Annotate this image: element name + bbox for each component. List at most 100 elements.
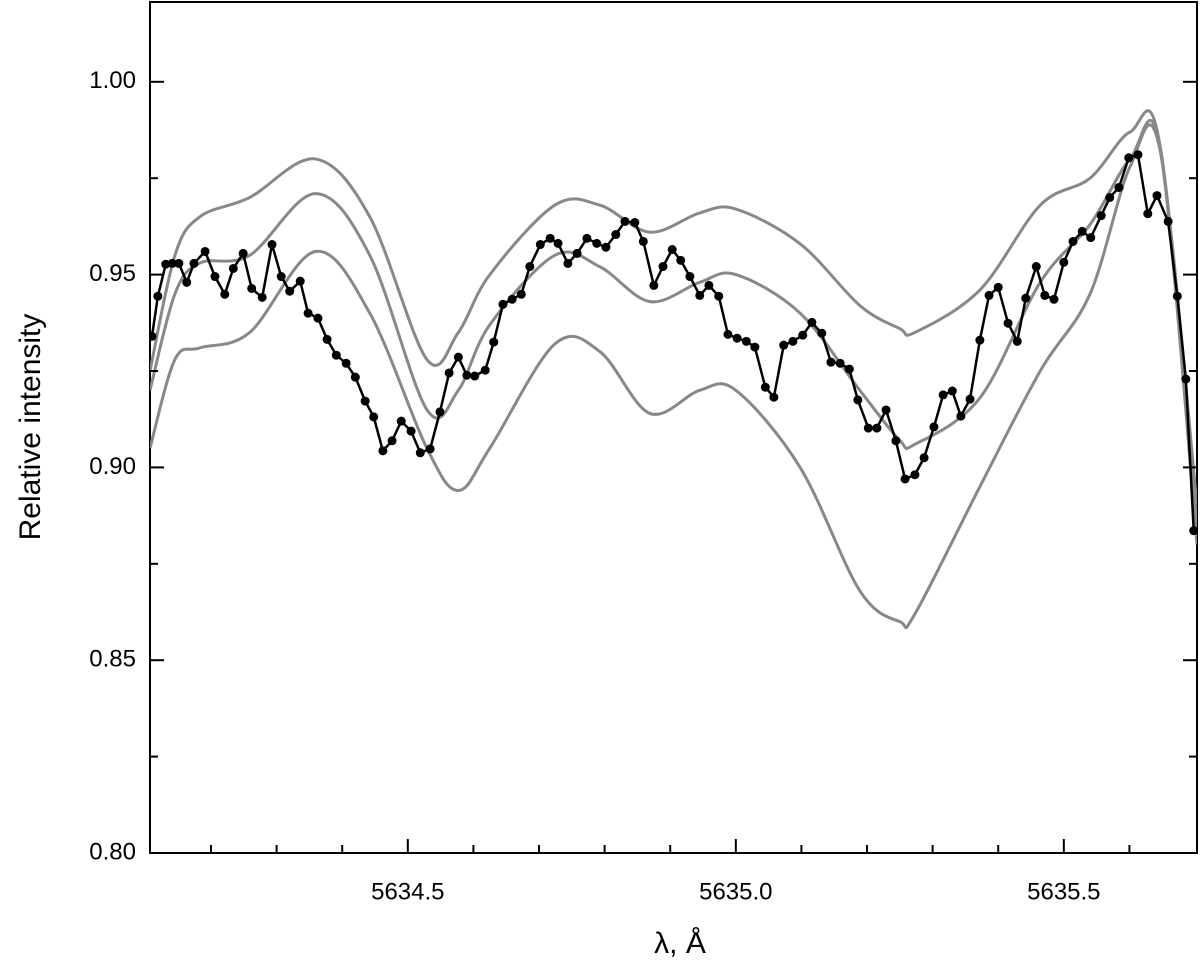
- x-tick-label: 5635.0: [699, 878, 772, 905]
- data-point: [611, 230, 621, 240]
- data-point: [844, 364, 854, 374]
- data-point: [1086, 233, 1096, 243]
- data-point: [649, 280, 659, 290]
- data-point: [507, 294, 517, 304]
- data-point: [553, 238, 563, 248]
- data-point: [1189, 526, 1197, 536]
- data-point: [247, 283, 257, 293]
- data-point: [1181, 374, 1191, 384]
- data-point: [798, 330, 808, 340]
- data-point: [1068, 236, 1078, 246]
- data-point: [723, 329, 733, 339]
- data-point: [200, 246, 210, 256]
- y-axis-label: Relative intensity: [14, 314, 47, 541]
- data-point: [425, 444, 435, 454]
- data-point: [444, 368, 454, 378]
- data-point: [863, 423, 873, 433]
- y-tick-label: 1.00: [89, 67, 136, 94]
- data-point: [1021, 293, 1031, 303]
- data-point: [435, 407, 445, 417]
- data-point: [1012, 336, 1022, 346]
- data-point: [453, 352, 463, 362]
- data-point: [807, 317, 817, 327]
- data-point: [182, 277, 192, 287]
- data-point: [498, 299, 508, 309]
- data-point: [535, 240, 545, 250]
- data-point: [276, 272, 286, 282]
- data-point: [341, 358, 351, 368]
- curves: [150, 109, 1197, 630]
- data-point: [1124, 153, 1134, 163]
- data-point: [993, 282, 1003, 292]
- data-point: [267, 240, 277, 250]
- data-point: [480, 365, 490, 375]
- x-tick-label: 5634.5: [371, 878, 444, 905]
- data-point: [975, 335, 985, 345]
- data-point: [826, 357, 836, 367]
- data-point: [1049, 294, 1059, 304]
- data-point: [470, 371, 480, 381]
- data-point: [295, 276, 305, 286]
- data-point: [714, 291, 724, 301]
- data-point: [489, 337, 499, 347]
- data-point: [947, 386, 957, 396]
- data-point: [741, 336, 751, 346]
- data-point: [965, 394, 975, 404]
- data-point: [415, 448, 425, 458]
- data-point: [900, 474, 910, 484]
- data-point: [779, 340, 789, 350]
- data-point: [835, 358, 845, 368]
- data-point: [695, 290, 705, 300]
- data-point: [1163, 216, 1173, 226]
- data-point: [910, 470, 920, 480]
- data-point: [704, 280, 714, 290]
- data-point: [150, 331, 157, 341]
- data-point: [592, 238, 602, 248]
- data-point: [350, 372, 360, 382]
- data-point: [303, 308, 313, 318]
- model-line: [150, 123, 1197, 630]
- data-point: [257, 292, 267, 302]
- data-point: [984, 290, 994, 300]
- data-point: [525, 262, 535, 272]
- data-point: [750, 342, 760, 352]
- data-point: [322, 334, 332, 344]
- data-point: [462, 370, 472, 380]
- data-point: [1143, 209, 1153, 219]
- data-point: [685, 272, 695, 282]
- y-tick-label: 0.95: [89, 260, 136, 287]
- data-point: [769, 392, 779, 402]
- data-point: [1152, 191, 1162, 201]
- data-point: [638, 236, 648, 246]
- data-point: [153, 291, 163, 301]
- y-tick-label: 0.80: [89, 838, 136, 865]
- data-point: [563, 258, 573, 268]
- data-point: [387, 436, 397, 446]
- data-point: [378, 446, 388, 456]
- data-point: [630, 218, 640, 228]
- model-line: [150, 109, 1197, 545]
- data-point: [891, 436, 901, 446]
- data-point: [220, 289, 230, 299]
- data-point: [582, 233, 592, 243]
- data-point: [620, 216, 630, 226]
- data-point: [601, 242, 611, 252]
- data-point: [1105, 192, 1115, 202]
- data-point: [676, 255, 686, 265]
- plot-frame: [149, 1, 1198, 854]
- data-point: [881, 405, 891, 415]
- model-line: [150, 118, 1197, 526]
- data-point: [161, 259, 171, 269]
- data-point: [872, 423, 882, 433]
- y-tick-label: 0.85: [89, 646, 136, 673]
- data-point: [238, 248, 248, 258]
- data-point: [788, 336, 798, 346]
- data-point: [1172, 291, 1182, 301]
- data-point: [285, 286, 295, 296]
- data-point: [938, 390, 948, 400]
- data-point: [167, 258, 177, 268]
- data-point: [1003, 318, 1013, 328]
- data-point: [732, 333, 742, 343]
- data-point: [228, 263, 238, 273]
- data-point: [760, 382, 770, 392]
